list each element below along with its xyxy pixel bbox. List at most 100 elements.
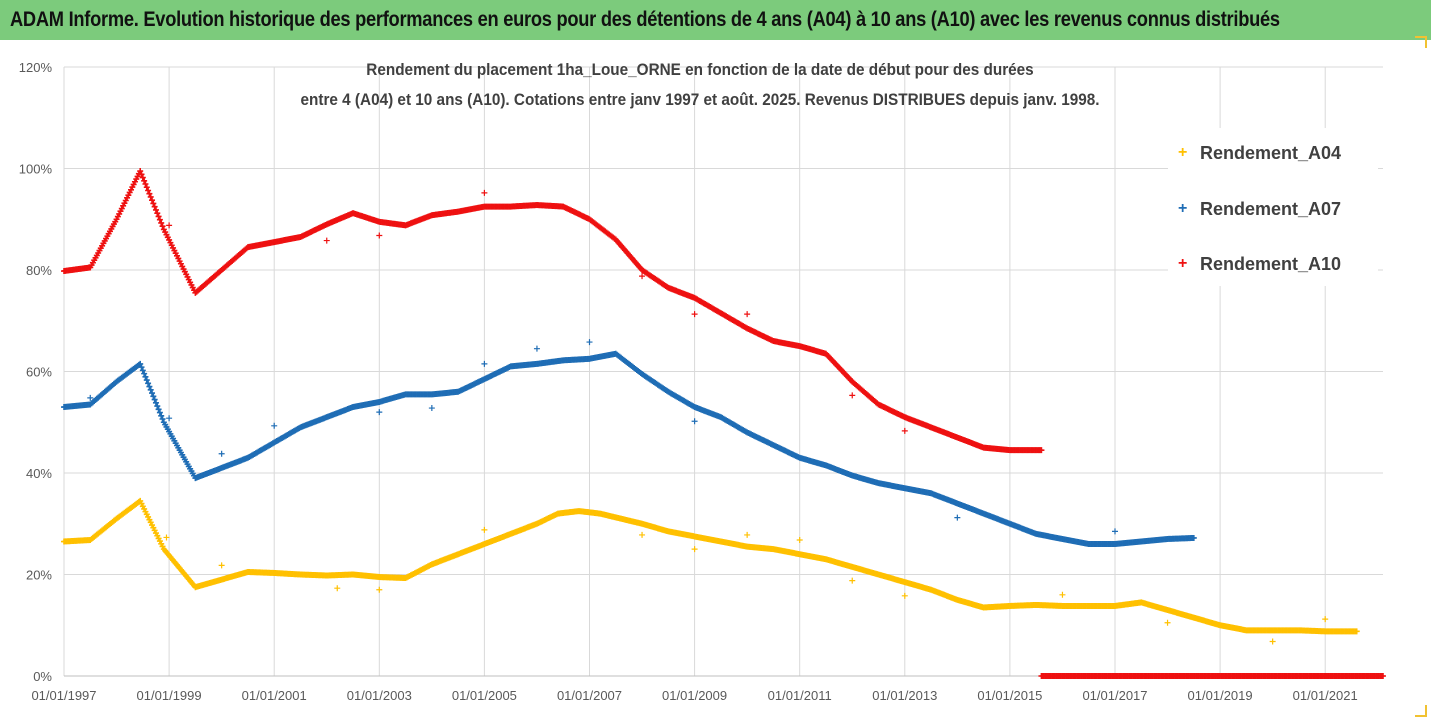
outlier-point [639, 531, 646, 538]
data-point [156, 409, 163, 416]
data-point [137, 168, 144, 175]
data-point [154, 403, 161, 410]
outlier-point [796, 536, 803, 543]
legend-item-a04: Rendement_A04 [1200, 143, 1342, 163]
data-point [142, 181, 149, 188]
chart-title: Rendement du placement 1ha_Loue_ORNE en … [366, 60, 1034, 79]
plot-area [61, 168, 1386, 679]
data-point [138, 171, 145, 178]
x-tick-label: 01/01/2011 [768, 688, 832, 703]
data-point [139, 174, 146, 181]
outlier-point [428, 405, 435, 412]
data-point [158, 412, 165, 419]
outlier-point [163, 534, 170, 541]
outlier-point [901, 592, 908, 599]
outlier-point [691, 418, 698, 425]
x-tick-label: 01/01/2005 [452, 688, 517, 703]
x-tick-label: 01/01/2009 [662, 688, 727, 703]
legend-marker-a04: + [1178, 144, 1188, 161]
outlier-point [691, 546, 698, 553]
outlier-point [1112, 528, 1118, 535]
frame-corner-bottom-right [1415, 705, 1427, 717]
outlier-point [218, 450, 225, 457]
data-point [1380, 673, 1386, 679]
outlier-point [166, 222, 173, 229]
y-axis-ticks: 0% 20% 40% 60% 80% 100% 120% [19, 60, 53, 684]
x-tick-label: 01/01/2017 [1082, 688, 1147, 703]
data-point [159, 223, 166, 230]
outlier-point [218, 562, 225, 569]
data-point [147, 386, 154, 393]
legend-marker-a10: + [1178, 255, 1188, 272]
outlier-point [481, 526, 488, 533]
x-tick-label: 01/01/2019 [1188, 688, 1253, 703]
legend-marker-a07: + [1178, 200, 1188, 217]
data-point [152, 206, 159, 213]
y-tick-label: 0% [33, 669, 52, 684]
x-tick-label: 01/01/2007 [557, 688, 622, 703]
header-banner: ADAM Informe. Evolution historique des p… [0, 0, 1431, 40]
outlier-point [1269, 638, 1276, 645]
outlier-point [744, 311, 751, 318]
y-tick-label: 80% [26, 263, 52, 278]
x-tick-label: 01/01/2001 [242, 688, 307, 703]
x-tick-label: 01/01/2013 [872, 688, 937, 703]
outlier-point [586, 339, 593, 346]
data-point [141, 177, 148, 184]
data-point [145, 187, 152, 194]
y-tick-label: 40% [26, 466, 52, 481]
data-point [146, 383, 153, 390]
outlier-point [87, 394, 94, 401]
data-point [152, 399, 159, 406]
data-point [137, 360, 144, 367]
outlier-point [334, 585, 341, 592]
frame-corner-top-right [1415, 36, 1427, 48]
outlier-point [1059, 591, 1066, 598]
legend-item-a07: Rendement_A07 [1200, 199, 1342, 219]
outlier-point [323, 237, 330, 244]
outlier-point [849, 577, 856, 584]
data-point [141, 370, 148, 377]
chart-subtitle: entre 4 (A04) et 10 ans (A10). Cotations… [300, 90, 1100, 109]
outlier-point [376, 586, 383, 593]
outlier-point [639, 273, 646, 280]
outlier-point [166, 415, 173, 422]
data-point [146, 190, 153, 197]
x-tick-label: 01/01/2021 [1293, 688, 1358, 703]
data-point [1353, 628, 1360, 635]
y-tick-label: 100% [19, 162, 53, 177]
y-tick-label: 20% [26, 568, 52, 583]
outlier-point [849, 392, 856, 399]
x-tick-label: 01/01/1997 [31, 688, 96, 703]
outlier-point [481, 360, 488, 367]
x-tick-label: 01/01/2003 [347, 688, 412, 703]
data-point [151, 203, 158, 210]
data-point [138, 364, 145, 371]
data-point [149, 390, 156, 397]
data-point [154, 210, 161, 217]
outlier-point [376, 232, 383, 239]
outlier-point [1322, 616, 1329, 623]
data-point [139, 367, 146, 374]
data-point [147, 193, 154, 200]
outlier-point [533, 345, 540, 352]
data-point [1038, 447, 1045, 454]
data-point [1190, 534, 1197, 541]
outlier-point [481, 189, 488, 196]
data-point [145, 380, 152, 387]
outlier-point [1164, 619, 1171, 626]
data-point [155, 406, 162, 413]
outlier-point [376, 409, 383, 416]
data-point [159, 416, 166, 423]
data-point [149, 197, 156, 204]
legend-item-a10: Rendement_A10 [1200, 254, 1342, 274]
data-point [155, 213, 162, 220]
y-tick-label: 60% [26, 365, 52, 380]
outlier-point [901, 427, 908, 434]
chart-legend: + Rendement_A04 + Rendement_A07 + Rendem… [1168, 128, 1378, 286]
outlier-point [691, 311, 698, 318]
outlier-point [271, 422, 278, 429]
x-axis-ticks: 01/01/1997 01/01/1999 01/01/2001 01/01/2003… [31, 688, 1357, 703]
data-point [150, 200, 157, 207]
page-title: ADAM Informe. Evolution historique des p… [10, 8, 1280, 31]
